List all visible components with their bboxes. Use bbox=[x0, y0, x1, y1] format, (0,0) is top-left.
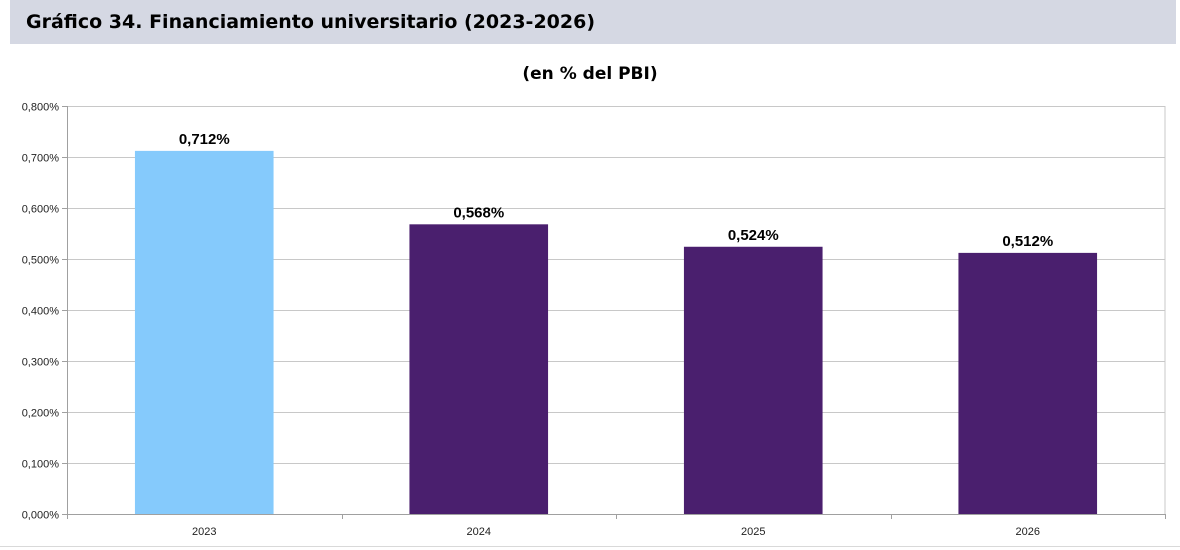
data-label: 0,712% bbox=[179, 131, 230, 148]
x-tick-label: 2025 bbox=[741, 526, 765, 538]
x-axis: 2023 2024 2025 2026 bbox=[67, 514, 1166, 538]
y-tick-label: 0,400% bbox=[22, 306, 60, 318]
bar-2024 bbox=[409, 224, 549, 514]
y-tick-label: 0,800% bbox=[22, 102, 60, 114]
bottom-divider bbox=[0, 546, 1180, 547]
bar-2025 bbox=[683, 246, 823, 514]
y-tick-label: 0,100% bbox=[22, 459, 60, 471]
bars bbox=[134, 150, 1098, 514]
data-label: 0,512% bbox=[1002, 233, 1053, 250]
data-label: 0,524% bbox=[728, 227, 779, 244]
y-tick-label: 0,200% bbox=[22, 408, 60, 420]
data-label: 0,568% bbox=[453, 204, 504, 221]
x-tick-label: 2023 bbox=[192, 526, 216, 538]
chart-subtitle: (en % del PBI) bbox=[522, 64, 658, 84]
page-title: Gráfico 34. Financiamiento universitario… bbox=[26, 11, 596, 33]
y-tick-label: 0,000% bbox=[22, 510, 60, 522]
y-tick-label: 0,500% bbox=[22, 255, 60, 267]
y-tick-label: 0,700% bbox=[22, 153, 60, 165]
x-tick-label: 2024 bbox=[467, 526, 491, 538]
y-tick-label: 0,600% bbox=[22, 204, 60, 216]
y-axis-ticks: 0,000% 0,100% 0,200% 0,300% 0,400% 0,500% 0,60… bbox=[22, 102, 68, 522]
chart-header-bar: Gráfico 34. Financiamiento universitario… bbox=[10, 0, 1176, 44]
bar-2026 bbox=[958, 252, 1098, 514]
x-tick-label: 2026 bbox=[1016, 526, 1040, 538]
y-tick-label: 0,300% bbox=[22, 357, 60, 369]
data-labels: 0,712% 0,568% 0,524% 0,512% bbox=[179, 131, 1053, 250]
bar-2023 bbox=[134, 150, 274, 514]
